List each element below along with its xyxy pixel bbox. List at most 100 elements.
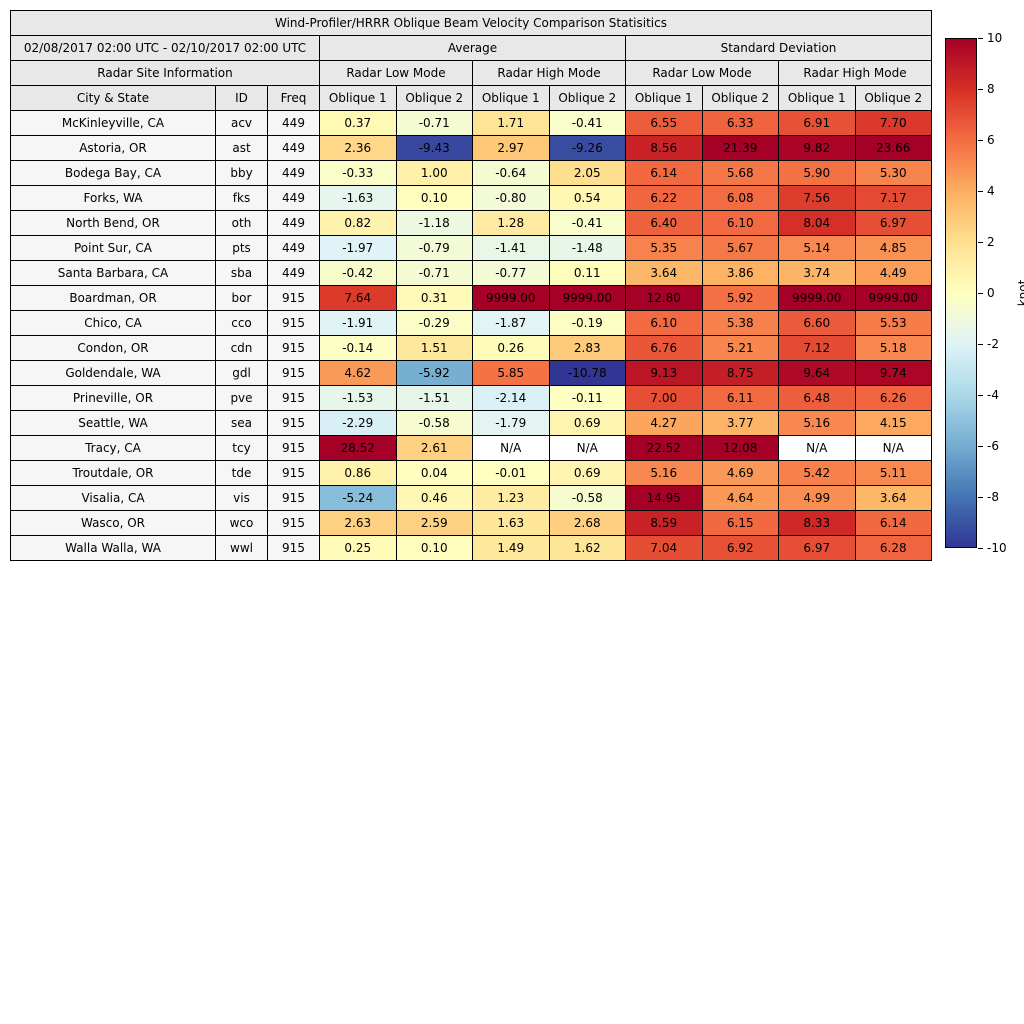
table-row: Chico, CA cco 915 -1.91 -0.29 -1.87 -0.19 6.10 5… <box>10 310 932 336</box>
value-cell: 0.04 <box>395 460 473 486</box>
value-cell: -1.87 <box>472 310 550 336</box>
value-cell: 5.38 <box>701 310 779 336</box>
value-cell: 0.86 <box>319 460 397 486</box>
colorbar-tick-label: 6 <box>987 133 995 147</box>
value-cell: 1.23 <box>472 485 550 511</box>
value-cell: -0.58 <box>395 410 473 436</box>
table-row: Wasco, OR wco 915 2.63 2.59 1.63 2.68 8.59 6.15 8… <box>10 510 932 536</box>
colorbar-tick-label: 8 <box>987 82 995 96</box>
value-cell: 9.64 <box>778 360 856 386</box>
value-cell: 4.85 <box>854 235 932 261</box>
value-cell: 9.13 <box>625 360 703 386</box>
value-cell: -0.64 <box>472 160 550 186</box>
col-header-oblique: Oblique 1 <box>625 85 703 111</box>
value-cell: 6.40 <box>625 210 703 236</box>
value-cell: 2.61 <box>395 435 473 461</box>
value-cell: 6.55 <box>625 110 703 136</box>
cell-id: tde <box>215 460 268 486</box>
value-cell: 7.56 <box>778 185 856 211</box>
colorbar-tick <box>978 293 983 294</box>
value-cell: 0.25 <box>319 535 397 561</box>
colorbar-tick <box>978 548 983 549</box>
value-cell: 5.14 <box>778 235 856 261</box>
value-cell: 9.82 <box>778 135 856 161</box>
value-cell: 6.14 <box>854 510 932 536</box>
value-cell: 4.15 <box>854 410 932 436</box>
col-header-id: ID <box>215 85 268 111</box>
value-cell: 0.11 <box>548 260 626 286</box>
value-cell: 2.59 <box>395 510 473 536</box>
value-cell: -2.29 <box>319 410 397 436</box>
cell-id: bby <box>215 160 268 186</box>
cell-city: Visalia, CA <box>10 485 216 511</box>
cell-freq: 915 <box>267 410 320 436</box>
colorbar-tick-label: -6 <box>987 439 999 453</box>
value-cell: 23.66 <box>854 135 932 161</box>
value-cell: -0.01 <box>472 460 550 486</box>
cell-city: Wasco, OR <box>10 510 216 536</box>
colorbar-gradient <box>946 39 976 547</box>
value-cell: 5.53 <box>854 310 932 336</box>
value-cell: -0.58 <box>548 485 626 511</box>
value-cell: 5.85 <box>472 360 550 386</box>
mode-header-low-avg: Radar Low Mode <box>319 60 473 86</box>
value-cell: 5.68 <box>701 160 779 186</box>
col-header-oblique: Oblique 1 <box>778 85 856 111</box>
value-cell: 3.77 <box>701 410 779 436</box>
table-row: McKinleyville, CA acv 449 0.37 -0.71 1.71 -0.4… <box>10 110 932 136</box>
value-cell: 2.68 <box>548 510 626 536</box>
col-header-oblique: Oblique 2 <box>395 85 473 111</box>
value-cell: 3.74 <box>778 260 856 286</box>
cell-city: Forks, WA <box>10 185 216 211</box>
colorbar-tick-label: -2 <box>987 337 999 351</box>
value-cell: 6.14 <box>625 160 703 186</box>
value-cell: 7.00 <box>625 385 703 411</box>
cell-id: fks <box>215 185 268 211</box>
cell-id: wwl <box>215 535 268 561</box>
value-cell: 0.46 <box>395 485 473 511</box>
value-cell: -0.29 <box>395 310 473 336</box>
colorbar-tick <box>978 497 983 498</box>
value-cell: 5.30 <box>854 160 932 186</box>
value-cell: -1.51 <box>395 385 473 411</box>
table-title: Wind-Profiler/HRRR Oblique Beam Velocity… <box>10 10 932 36</box>
value-cell: 6.60 <box>778 310 856 336</box>
value-cell: 0.37 <box>319 110 397 136</box>
value-cell: 6.91 <box>778 110 856 136</box>
value-cell: 6.15 <box>701 510 779 536</box>
value-cell: 4.27 <box>625 410 703 436</box>
value-cell: 9999.00 <box>472 285 550 311</box>
value-cell: 6.26 <box>854 385 932 411</box>
colorbar-tick-label: -10 <box>987 541 1007 555</box>
value-cell: 5.21 <box>701 335 779 361</box>
value-cell: 8.59 <box>625 510 703 536</box>
cell-city: Santa Barbara, CA <box>10 260 216 286</box>
value-cell: 4.62 <box>319 360 397 386</box>
value-cell: 2.63 <box>319 510 397 536</box>
value-cell: 0.31 <box>395 285 473 311</box>
value-cell: -0.42 <box>319 260 397 286</box>
value-cell: 7.17 <box>854 185 932 211</box>
cell-freq: 915 <box>267 485 320 511</box>
cell-city: Boardman, OR <box>10 285 216 311</box>
cell-freq: 915 <box>267 510 320 536</box>
mode-header-high-std: Radar High Mode <box>778 60 932 86</box>
value-cell: 0.10 <box>395 535 473 561</box>
table-row: Santa Barbara, CA sba 449 -0.42 -0.71 -0.77 0.… <box>10 260 932 286</box>
cell-id: vis <box>215 485 268 511</box>
value-cell: -0.71 <box>395 110 473 136</box>
cell-city: Prineville, OR <box>10 385 216 411</box>
colorbar-tick <box>978 38 983 39</box>
value-cell: 6.97 <box>854 210 932 236</box>
cell-id: acv <box>215 110 268 136</box>
cell-id: sea <box>215 410 268 436</box>
value-cell: 9999.00 <box>854 285 932 311</box>
site-info-header: Radar Site Information <box>10 60 320 86</box>
cell-id: cdn <box>215 335 268 361</box>
colorbar-tick-label: -8 <box>987 490 999 504</box>
column-header-row: City & State ID Freq Oblique 1 Oblique 2… <box>10 85 932 111</box>
value-cell: 14.95 <box>625 485 703 511</box>
table-row: Prineville, OR pve 915 -1.53 -1.51 -2.14 -0.11… <box>10 385 932 411</box>
table-row: Forks, WA fks 449 -1.63 0.10 -0.80 0.54 6.22 6.0… <box>10 185 932 211</box>
value-cell: 8.75 <box>701 360 779 386</box>
